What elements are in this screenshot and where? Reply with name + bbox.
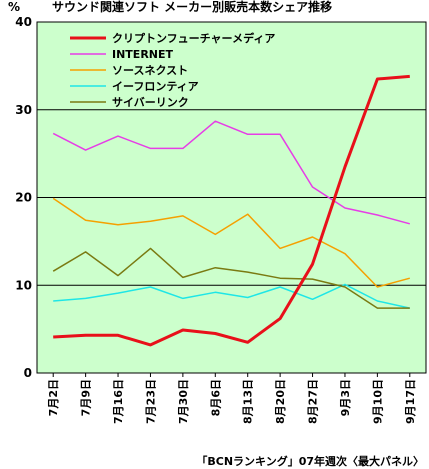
x-tick-label: 7月30日 [177, 379, 190, 424]
legend-entry: ソースネクスト [112, 64, 188, 77]
series-line-2 [52, 197, 410, 288]
series-line-4 [52, 247, 410, 309]
legend: クリプトンフューチャーメディア INTERNET ソースネクストイーフロンティアサイ… [70, 31, 275, 109]
y-tick-label: 40 [15, 15, 32, 29]
x-tick-label: 7月23日 [144, 379, 157, 424]
source-caption: 「BCNランキング」07年週次〈最大パネル〉 [196, 454, 424, 468]
x-tick-label: 8月20日 [274, 379, 287, 424]
legend-entry: クリプトンフューチャーメディア [112, 31, 275, 45]
chart-title: サウンド関連ソフト メーカー別販売本数シェア推移 [52, 0, 332, 14]
x-tick-label: 7月2日 [47, 379, 60, 416]
series-line-0 [53, 74, 410, 347]
x-tick-label: 9月10日 [371, 379, 384, 424]
y-tick-label: 20 [15, 191, 32, 205]
x-tick-label: 9月17日 [404, 379, 417, 424]
series-line-1 [52, 120, 410, 225]
legend-entry: INTERNET [112, 48, 174, 61]
series-line-3 [53, 283, 410, 309]
legend-entry: サイバーリンク [112, 96, 189, 109]
y-tick-label: 30 [15, 103, 32, 117]
x-tick-label: 7月16日 [112, 379, 125, 424]
x-tick-label: 8月27日 [307, 379, 320, 424]
x-tick-label: 7月9日 [80, 379, 93, 416]
y-unit-label: % [8, 0, 20, 14]
legend-entry: イーフロンティア [112, 80, 199, 93]
plot-frame [36, 21, 427, 374]
y-tick-label: 10 [15, 278, 32, 292]
x-tick-label: 9月3日 [339, 379, 352, 416]
x-tick-label: 8月13日 [242, 379, 255, 424]
y-tick-label: 0 [24, 366, 32, 380]
x-tick-label: 8月6日 [209, 379, 222, 416]
